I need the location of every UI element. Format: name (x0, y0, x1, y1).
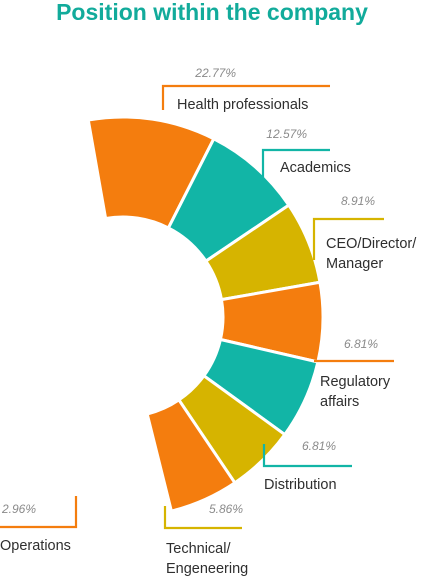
category-label-6-line-2: Engeneering (166, 561, 248, 577)
category-label-5: Distribution (264, 477, 337, 493)
category-label-3-line-1: CEO/Director/ (326, 236, 417, 252)
data-label-6: 5.86% (209, 502, 243, 516)
leader-line-6 (163, 506, 242, 530)
data-label-2: 12.57% (266, 127, 307, 141)
data-label-5: 6.81% (302, 439, 336, 453)
data-label-1: 22.77% (194, 66, 236, 80)
slice-7 (145, 398, 237, 513)
callouts-group: 22.77% Health professionals 12.57% Academic… (0, 66, 417, 577)
leader-line-3 (312, 217, 384, 260)
leader-line-5 (262, 444, 352, 468)
category-label-7: Operations (0, 538, 71, 554)
leader-line-7 (0, 496, 78, 529)
data-label-3: 8.91% (341, 194, 375, 208)
slices-group (86, 115, 325, 513)
leader-line-1 (161, 84, 330, 110)
leader-line-2 (261, 148, 330, 178)
category-label-2: Academics (280, 160, 351, 176)
category-label-6-line-1: Technical/ (166, 541, 231, 557)
category-label-1: Health professionals (177, 97, 308, 113)
category-label-3-line-2: Manager (326, 256, 383, 272)
category-label-4-line-2: affairs (320, 394, 359, 410)
category-label-4-line-1: Regulatory (320, 374, 391, 390)
chart-title: Position within the company (56, 0, 368, 25)
data-label-7: 2.96% (1, 502, 36, 516)
data-label-4: 6.81% (344, 337, 378, 351)
